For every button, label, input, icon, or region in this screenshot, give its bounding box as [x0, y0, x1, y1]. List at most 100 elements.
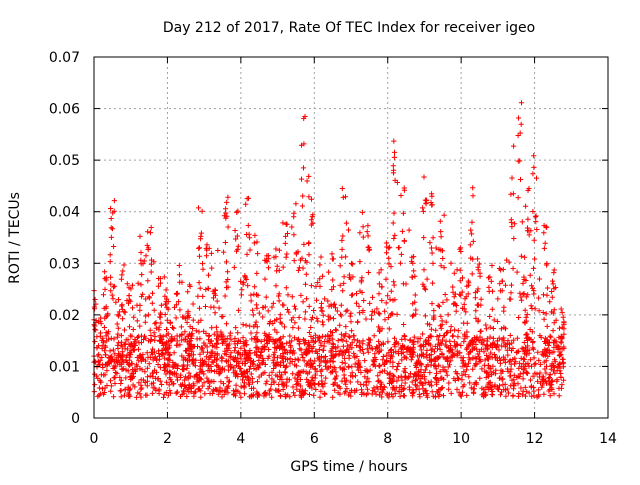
data-point [134, 318, 140, 324]
data-point [341, 274, 347, 280]
data-point [305, 339, 312, 345]
data-point [188, 385, 194, 391]
data-point [515, 132, 521, 139]
data-point [157, 280, 164, 286]
data-point [520, 370, 526, 376]
data-point [273, 387, 279, 393]
data-point [464, 334, 470, 340]
data-point [541, 391, 547, 397]
data-point [430, 260, 436, 266]
data-point [391, 342, 397, 348]
data-point [510, 393, 516, 399]
data-point [330, 284, 337, 290]
data-point [473, 360, 479, 366]
data-point [560, 359, 566, 365]
data-point [129, 361, 135, 367]
data-point [157, 365, 163, 371]
data-point [544, 323, 550, 329]
data-point [524, 225, 531, 231]
data-point [144, 242, 150, 248]
data-point [489, 372, 495, 378]
data-point [519, 345, 525, 351]
data-point [429, 346, 435, 352]
data-point [431, 308, 437, 314]
data-point [461, 369, 467, 375]
data-point [517, 290, 523, 296]
data-point [144, 374, 151, 380]
data-point [166, 382, 172, 388]
data-point [142, 369, 148, 375]
data-point [527, 272, 533, 278]
data-point [434, 377, 440, 383]
data-point [172, 363, 178, 369]
data-point [171, 304, 178, 310]
data-point [539, 351, 545, 357]
data-point [518, 100, 525, 106]
data-point [197, 376, 203, 382]
data-point [138, 249, 144, 256]
data-point [120, 366, 126, 372]
data-point [422, 313, 428, 319]
data-point [343, 388, 349, 394]
data-point [211, 331, 217, 337]
data-point [525, 292, 531, 298]
y-tick-label: 0.05 [49, 153, 80, 169]
data-point [476, 359, 482, 365]
data-point [339, 348, 345, 355]
data-point [317, 283, 323, 289]
data-point [333, 345, 339, 351]
data-point [364, 346, 370, 352]
data-point [427, 357, 433, 363]
data-point [462, 362, 468, 368]
data-point [454, 386, 460, 392]
data-point [460, 358, 466, 364]
data-point [547, 393, 553, 399]
data-point [211, 354, 218, 360]
data-point [222, 293, 228, 299]
data-point [189, 331, 195, 337]
data-point [261, 391, 267, 397]
data-point [518, 121, 524, 127]
data-point [538, 334, 544, 340]
data-point [400, 210, 406, 216]
data-point [166, 363, 172, 369]
data-point [543, 311, 549, 317]
data-point [391, 138, 397, 144]
data-point [196, 280, 202, 286]
data-point [293, 201, 299, 207]
data-point [475, 319, 481, 325]
data-point [171, 325, 177, 331]
data-point [165, 368, 171, 374]
data-point [388, 354, 394, 360]
data-point [258, 338, 264, 345]
data-point [164, 305, 170, 311]
data-point [310, 361, 316, 367]
data-point [341, 366, 347, 372]
data-point [540, 349, 546, 355]
data-point [365, 375, 371, 381]
data-point [92, 306, 98, 312]
data-point [212, 368, 218, 375]
data-point [549, 362, 555, 368]
data-point [366, 246, 372, 252]
data-point [342, 360, 348, 366]
data-point [509, 175, 515, 181]
data-point [527, 326, 533, 333]
data-point [183, 356, 189, 362]
data-point [483, 374, 489, 381]
data-point [380, 353, 386, 360]
data-point [533, 219, 539, 225]
data-point [171, 381, 177, 387]
data-point [411, 312, 417, 318]
data-point [92, 358, 98, 364]
data-point [197, 351, 203, 357]
data-point [277, 369, 283, 375]
data-point [352, 388, 358, 394]
data-point [227, 330, 233, 336]
data-point [289, 224, 295, 230]
data-point [390, 386, 396, 392]
data-point [257, 352, 264, 358]
data-point [271, 354, 277, 360]
data-point [473, 356, 479, 362]
